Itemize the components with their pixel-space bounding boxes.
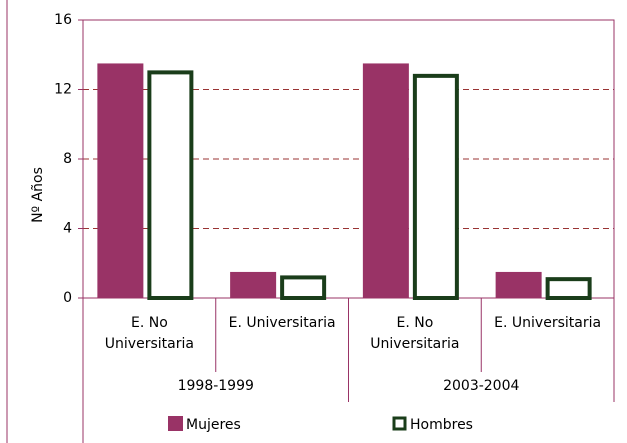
y-tick-label: 12 <box>54 82 72 98</box>
group-label: 2003-2004 <box>443 378 519 394</box>
bar <box>280 275 327 301</box>
legend-marker <box>168 416 183 431</box>
y-tick-label: 4 <box>63 221 72 237</box>
y-tick-label: 0 <box>63 290 72 306</box>
bar <box>147 70 194 300</box>
bar <box>545 277 592 300</box>
y-tick-label: 16 <box>54 12 72 28</box>
legend-marker <box>392 416 407 431</box>
group-label: 1998-1999 <box>178 378 254 394</box>
bar <box>412 73 459 300</box>
x-tick-label: E. Universitaria <box>228 315 336 331</box>
y-axis-label: Nº Años <box>30 167 46 223</box>
bar <box>495 271 542 298</box>
legend-label: Mujeres <box>186 417 241 433</box>
legend-label: Hombres <box>410 417 473 433</box>
x-tick-label: E. No Universitaria <box>370 315 460 352</box>
y-tick-label: 8 <box>63 151 72 167</box>
bar <box>362 63 409 298</box>
x-tick-label: E. Universitaria <box>494 315 602 331</box>
bar <box>230 271 277 298</box>
bar <box>97 63 144 298</box>
x-tick-label: E. No Universitaria <box>104 315 194 352</box>
